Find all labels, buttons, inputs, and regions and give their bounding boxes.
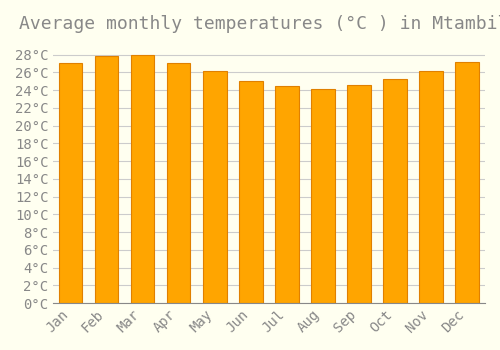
Bar	[59, 63, 82, 303]
Bar	[347, 85, 370, 303]
Bar	[311, 89, 334, 303]
Bar	[203, 71, 226, 303]
Bar	[456, 62, 478, 303]
Bar	[419, 71, 442, 303]
Bar	[131, 55, 154, 303]
Bar	[383, 79, 406, 303]
Bar	[275, 86, 298, 303]
Title: Average monthly temperatures (°C ) in Mtambile: Average monthly temperatures (°C ) in Mt…	[18, 15, 500, 33]
Bar	[239, 81, 262, 303]
Bar	[167, 63, 190, 303]
Bar	[95, 56, 118, 303]
